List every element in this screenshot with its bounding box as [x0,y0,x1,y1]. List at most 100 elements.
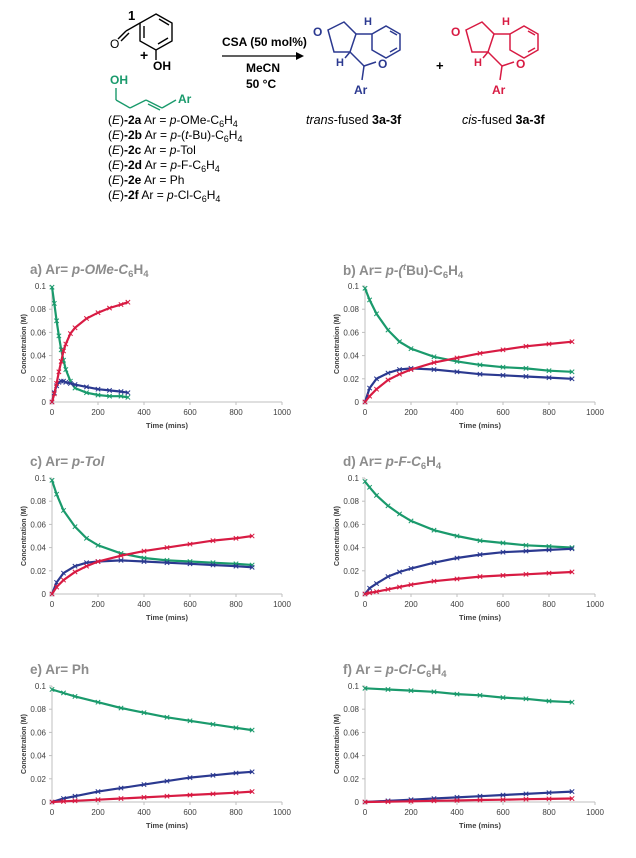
data-point-red [431,798,437,804]
data-point-green [523,696,529,702]
data-point-green [477,362,483,368]
data-point-red [118,553,124,559]
data-point-red [83,563,90,569]
data-point-green [54,318,60,324]
panel-e-title: e) Ar= Ph [30,662,90,677]
data-point-red [454,576,460,582]
x-tick-label: 800 [542,808,556,817]
x-tick-label: 0 [363,808,368,817]
fit-line-green [50,287,129,399]
cis-atom-O-pyran: O [516,57,525,71]
cis-caption: cis-fused 3a-3f [462,113,546,127]
data-point-green [95,699,101,705]
data-point-green [569,369,575,375]
data-point-green [477,692,483,698]
x-tick-label: 1000 [273,808,291,817]
fit-line-blue [364,790,573,804]
x-tick-label: 200 [91,600,105,609]
data-point-red [396,584,403,590]
data-point-green [385,327,391,333]
data-point-blue [118,557,124,563]
data-point-green [95,392,101,398]
reaction-scheme: 1 O + OH OH Ar CSA (50 mol%) MeCN 50 °C … [108,8,546,204]
data-point-red [118,795,124,802]
data-point-green [385,503,391,509]
y-tick-label: 0.04 [30,544,46,553]
data-point-blue [500,549,506,555]
y-axis-label: Concentration (M) [21,314,28,374]
data-point-red [83,315,90,322]
x-tick-label: 600 [183,808,197,817]
data-point-red [67,331,73,337]
data-point-blue [431,366,437,373]
data-point-red [54,380,60,386]
trans-caption: trans-fused 3a-3f [306,113,402,127]
x-tick-label: 400 [137,600,151,609]
data-point-green [373,311,380,317]
x-tick-label: 0 [50,808,55,817]
data-point-red [249,533,255,539]
data-point-red [249,789,255,795]
y-tick-label: 0.06 [30,520,46,529]
panel-d: d) Ar= p-F-C6H4 0 200 400 600 800 1000 0 0.02 0.… [325,454,625,634]
x-tick-label: 800 [542,600,556,609]
data-point-green [500,540,506,546]
data-point-blue [67,380,73,386]
data-point-red [408,366,414,373]
data-point-blue [95,789,101,795]
data-point-blue [164,560,170,566]
chart-d: 0 200 400 600 800 1000 0 0.02 0.04 0.06 0.08 0.1 Tim… [334,474,604,622]
data-point-red [210,538,216,544]
trans-atom-Ar: Ar [354,83,368,97]
x-tick-label: 200 [404,600,418,609]
data-point-red [95,310,101,316]
chart-b: 0 200 400 600 800 1000 0 0.02 0.04 0.06 0.08 0.1 Tim… [334,282,604,430]
data-point-green [60,507,67,514]
data-point-green [367,484,373,490]
y-axis-label: Concentration (M) [21,506,28,566]
x-axis-label: Time (mins) [146,613,188,622]
trans-atom-H-top: H [364,16,372,28]
x-tick-label: 800 [229,808,243,817]
data-point-red [569,795,575,802]
data-point-green [500,364,506,370]
fit-line-red [50,301,129,403]
panel-f: f) Ar = p-Cl-C6H4 0 200 400 600 800 1000 0 0.02… [325,662,625,842]
data-point-green [569,699,575,705]
data-point-blue [367,385,373,391]
data-point-green [49,477,55,483]
data-point-blue [385,370,391,376]
data-point-blue [141,782,147,788]
data-point-blue [72,563,78,569]
fit-line-red [364,797,573,804]
fit-line-green [364,687,573,704]
data-point-red [569,569,575,575]
data-point-blue [210,562,216,568]
data-point-blue [477,793,483,799]
data-point-green [56,333,62,339]
data-point-blue [477,371,483,377]
data-point-green [83,535,90,541]
substrate-2f: (E)-2f Ar = p-Cl-C6H4 [108,188,220,204]
data-point-red [187,541,193,547]
data-point-red [373,589,380,595]
trans-atom-H-low: H [336,57,344,69]
y-tick-label: 0.1 [348,682,360,691]
panel-a-title: a) Ar= p-OMe-C6H4 [30,262,149,280]
fit-line-red [51,790,253,804]
fit-line-green [51,688,253,732]
data-point-red [454,797,460,804]
data-point-red [362,591,368,597]
y-tick-label: 0.1 [35,474,47,483]
panel-e: e) Ar= Ph 0 200 400 600 800 1000 0 0.02 0.04 0.06… [12,662,312,842]
data-point-green [477,538,483,544]
data-point-blue [408,565,414,572]
data-point-green [60,690,67,696]
data-point-green [523,542,529,548]
y-tick-label: 0.06 [343,520,359,529]
plus-sign-2: + [436,58,444,73]
fit-line-blue [363,367,573,403]
y-tick-label: 0 [355,398,360,407]
data-point-blue [118,785,124,791]
data-point-green [396,339,403,345]
